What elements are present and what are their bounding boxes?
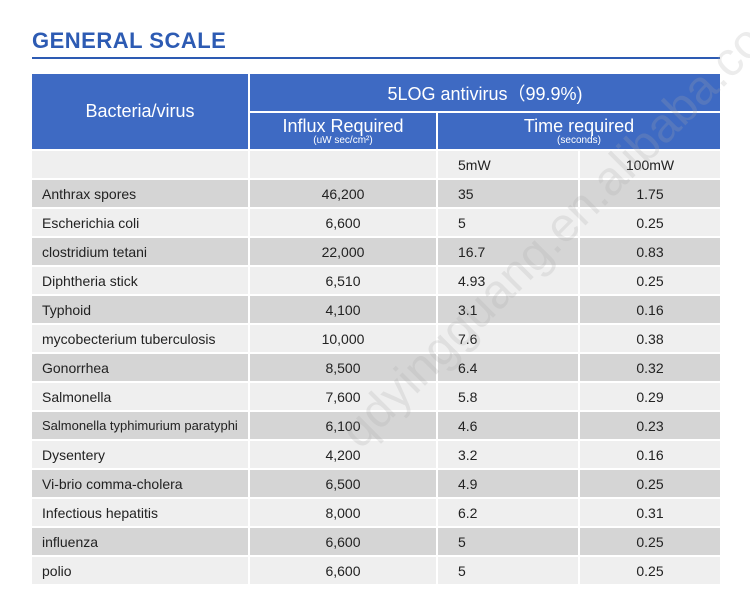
row-time-100mw: 0.25 (580, 470, 720, 497)
influx-label: Influx Required (282, 115, 404, 136)
row-name: Dysentery (32, 441, 248, 468)
row-time-100mw: 0.29 (580, 383, 720, 410)
header-time-required: Time required (seconds) (438, 113, 720, 149)
row-time-100mw: 0.16 (580, 296, 720, 323)
row-name: influenza (32, 528, 248, 555)
time-unit: (seconds) (557, 134, 601, 146)
row-influx: 6,600 (250, 557, 436, 584)
row-influx: 8,500 (250, 354, 436, 381)
row-time-5mw: 4.93 (438, 267, 578, 294)
row-time-5mw: 5.8 (438, 383, 578, 410)
row-time-5mw: 5 (438, 557, 578, 584)
row-time-100mw: 0.32 (580, 354, 720, 381)
row-name: Gonorrhea (32, 354, 248, 381)
row-time-100mw: 0.83 (580, 238, 720, 265)
row-name: Infectious hepatitis (32, 499, 248, 526)
row-influx: 6,600 (250, 528, 436, 555)
row-influx: 22,000 (250, 238, 436, 265)
row-time-5mw: 3.1 (438, 296, 578, 323)
row-influx: 4,100 (250, 296, 436, 323)
row-time-100mw: 0.25 (580, 267, 720, 294)
row-influx: 7,600 (250, 383, 436, 410)
row-name: Salmonella typhimurium paratyphi (32, 412, 248, 439)
row-time-5mw: 4.6 (438, 412, 578, 439)
header-5log-antivirus: 5LOG antivirus（99.9%) (250, 74, 720, 111)
influx-unit: (uW sec/cm²) (313, 134, 373, 146)
scale-table: Bacteria/virus 5LOG antivirus（99.9%) Inf… (32, 74, 720, 588)
row-time-5mw: 3.2 (438, 441, 578, 468)
row-time-100mw: 1.75 (580, 180, 720, 207)
row-time-100mw: 0.25 (580, 557, 720, 584)
row-time-100mw: 0.38 (580, 325, 720, 352)
row-influx: 6,600 (250, 209, 436, 236)
row-influx: 6,100 (250, 412, 436, 439)
row-name: mycobecterium tuberculosis (32, 325, 248, 352)
header-influx-required: Influx Required (uW sec/cm²) (250, 113, 436, 149)
row-name: Salmonella (32, 383, 248, 410)
subheader-5mw: 5mW (438, 151, 578, 178)
row-time-5mw: 35 (438, 180, 578, 207)
subheader-100mw: 100mW (580, 151, 720, 178)
row-influx: 8,000 (250, 499, 436, 526)
row-time-100mw: 0.25 (580, 528, 720, 555)
row-influx: 46,200 (250, 180, 436, 207)
row-time-100mw: 0.25 (580, 209, 720, 236)
row-time-100mw: 0.16 (580, 441, 720, 468)
header-bacteria-virus: Bacteria/virus (32, 74, 248, 149)
subheader-blank-influx (250, 151, 436, 178)
row-name: Typhoid (32, 296, 248, 323)
row-time-5mw: 5 (438, 209, 578, 236)
row-name: Anthrax spores (32, 180, 248, 207)
row-time-5mw: 16.7 (438, 238, 578, 265)
row-influx: 6,510 (250, 267, 436, 294)
row-influx: 6,500 (250, 470, 436, 497)
row-name: Diphtheria stick (32, 267, 248, 294)
row-time-5mw: 5 (438, 528, 578, 555)
row-influx: 4,200 (250, 441, 436, 468)
row-time-5mw: 6.2 (438, 499, 578, 526)
row-time-100mw: 0.31 (580, 499, 720, 526)
page-title: GENERAL SCALE (32, 28, 227, 53)
row-name: Vi-brio comma-cholera (32, 470, 248, 497)
row-time-5mw: 4.9 (438, 470, 578, 497)
row-time-5mw: 6.4 (438, 354, 578, 381)
title-divider (32, 57, 720, 59)
row-time-100mw: 0.23 (580, 412, 720, 439)
row-name: Escherichia coli (32, 209, 248, 236)
row-name: clostridium tetani (32, 238, 248, 265)
row-time-5mw: 7.6 (438, 325, 578, 352)
row-name: polio (32, 557, 248, 584)
time-label: Time required (523, 115, 635, 136)
subheader-blank-name (32, 151, 248, 178)
row-influx: 10,000 (250, 325, 436, 352)
